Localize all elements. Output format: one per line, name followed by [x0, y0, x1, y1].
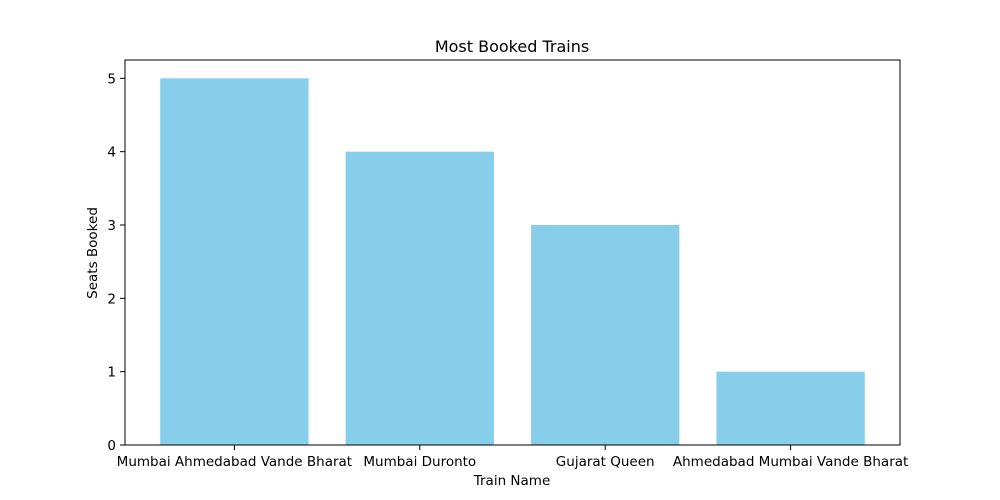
y-tick-label: 3 [107, 218, 116, 234]
y-axis: 0 1 2 3 4 5 [107, 71, 125, 454]
bar [160, 78, 309, 445]
x-tick-label: Gujarat Queen [556, 454, 655, 470]
y-tick-label: 5 [107, 71, 116, 87]
y-tick-label: 2 [107, 291, 116, 307]
x-tick-label: Mumbai Ahmedabad Vande Bharat [117, 454, 352, 470]
y-tick-label: 0 [107, 438, 116, 454]
x-axis-title: Train Name [473, 473, 551, 489]
y-axis-title: Seats Booked [85, 207, 101, 299]
bar [716, 371, 865, 445]
x-axis: Mumbai Ahmedabad Vande Bharat Mumbai Duro… [117, 445, 908, 470]
bar [345, 151, 494, 445]
bars-group [160, 78, 865, 445]
y-tick-label: 4 [107, 145, 116, 161]
x-tick-label: Mumbai Duronto [363, 454, 476, 470]
plot-frame [124, 59, 901, 446]
x-tick-label: Ahmedabad Mumbai Vande Bharat [673, 454, 908, 470]
bar [531, 225, 680, 445]
chart-title: Most Booked Trains [435, 37, 589, 56]
y-tick-label: 1 [107, 365, 116, 381]
